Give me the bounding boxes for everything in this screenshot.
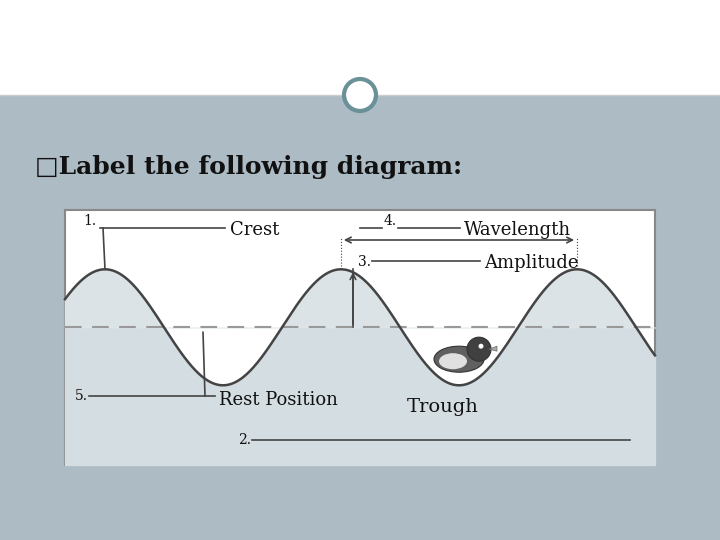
Text: 4.: 4.: [384, 214, 397, 228]
Text: Trough: Trough: [408, 398, 479, 416]
Text: Wavelength: Wavelength: [464, 221, 571, 239]
Text: Amplitude: Amplitude: [484, 254, 578, 272]
Ellipse shape: [439, 353, 467, 369]
Ellipse shape: [434, 346, 484, 372]
Circle shape: [467, 337, 491, 361]
Text: 3.: 3.: [358, 255, 371, 269]
Text: Rest Position: Rest Position: [219, 391, 338, 409]
Circle shape: [479, 343, 484, 349]
Circle shape: [346, 81, 374, 109]
Polygon shape: [489, 346, 497, 351]
Text: 2.: 2.: [238, 433, 251, 447]
Bar: [65, 210, 655, 465]
Bar: [0, 0, 720, 95]
Text: □Label the following diagram:: □Label the following diagram:: [35, 155, 462, 179]
Text: 1.: 1.: [83, 214, 96, 228]
Text: 5.: 5.: [75, 389, 88, 403]
Text: Crest: Crest: [230, 221, 279, 239]
